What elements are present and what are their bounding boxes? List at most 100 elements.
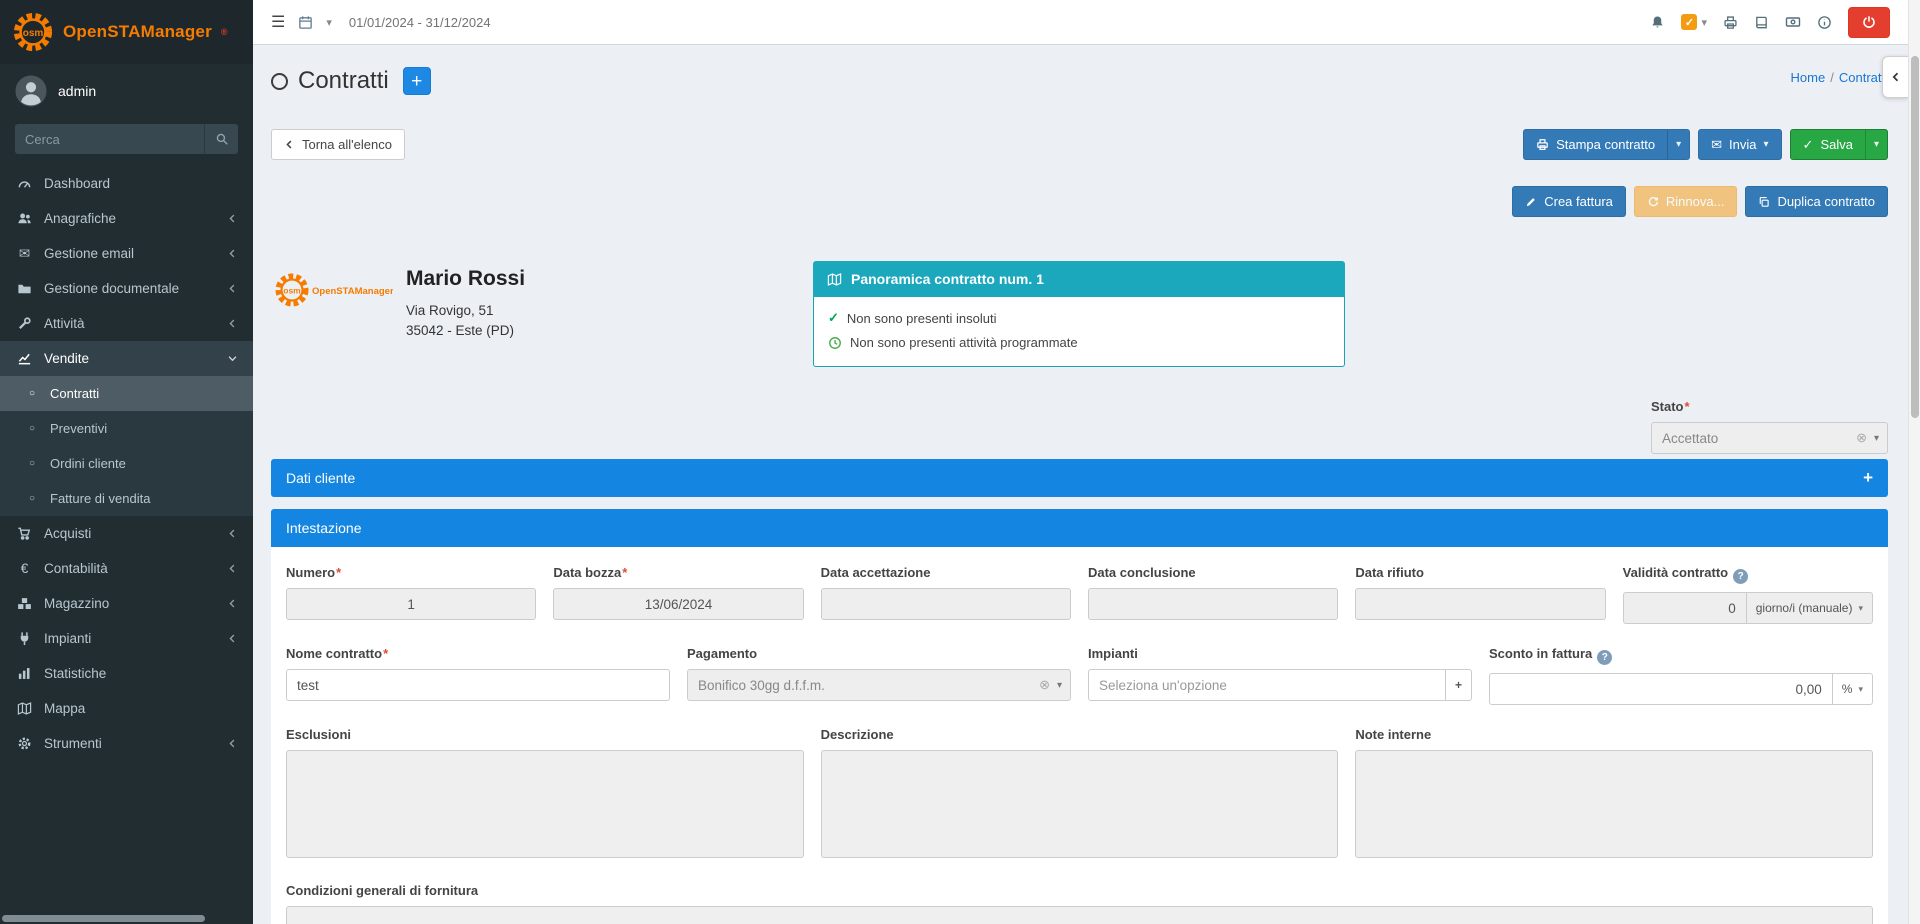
- sidebar-item-impianti[interactable]: Impianti: [0, 621, 253, 656]
- widgets-collapse-tab[interactable]: [1882, 56, 1908, 98]
- tasks-dropdown[interactable]: ✓ ▾: [1681, 14, 1707, 30]
- section-intestazione-panel: Intestazione Numero* Data bozza* Data ac…: [271, 509, 1888, 924]
- renew-button-label: Rinnova...: [1665, 194, 1725, 209]
- sidebar-item-label: Contabilità: [44, 561, 108, 576]
- data-rifiuto-input[interactable]: [1355, 588, 1606, 620]
- condizioni-textarea[interactable]: [286, 906, 1873, 924]
- validita-unit-select[interactable]: giorno/i (manuale) ▾: [1746, 592, 1873, 624]
- clear-selection-icon[interactable]: ⊗: [1039, 677, 1050, 692]
- bell-icon[interactable]: [1650, 15, 1665, 30]
- printer-icon[interactable]: [1723, 15, 1738, 30]
- section-dati-cliente[interactable]: Dati cliente +: [271, 459, 1888, 497]
- sidebar-item-anagrafiche[interactable]: Anagrafiche: [0, 201, 253, 236]
- sidebar-item-magazzino[interactable]: Magazzino: [0, 586, 253, 621]
- info-icon[interactable]: [1817, 15, 1832, 30]
- renew-button[interactable]: Rinnova...: [1633, 186, 1738, 217]
- search-input[interactable]: [15, 124, 204, 154]
- data-bozza-label: Data bozza*: [553, 565, 628, 580]
- field-condizioni-generali: Condizioni generali di fornitura: [286, 883, 1873, 924]
- validita-input[interactable]: [1622, 592, 1747, 624]
- breadcrumb-home-link[interactable]: Home: [1790, 70, 1826, 85]
- help-tooltip-icon[interactable]: ?: [1597, 650, 1613, 665]
- sidebar-item-strumenti[interactable]: Strumenti: [0, 726, 253, 761]
- impianti-label: Impianti: [1088, 646, 1138, 661]
- required-asterisk: *: [383, 646, 389, 661]
- condizioni-label: Condizioni generali di fornitura: [286, 883, 479, 898]
- clear-selection-icon[interactable]: ⊗: [1856, 430, 1867, 445]
- save-dropdown-toggle[interactable]: ▾: [1864, 129, 1888, 160]
- breadcrumb-current-link[interactable]: Contratti: [1838, 70, 1888, 85]
- duplicate-button-label: Duplica contratto: [1777, 194, 1875, 209]
- logout-power-button[interactable]: [1848, 6, 1890, 38]
- print-dropdown-toggle[interactable]: ▾: [1667, 129, 1691, 160]
- sidebar-item-label: Magazzino: [44, 596, 110, 611]
- client-company-logo: osm OpenSTAManager: [273, 269, 393, 311]
- print-contract-button[interactable]: Stampa contratto: [1523, 129, 1669, 160]
- sidebar-item-label: Strumenti: [44, 736, 102, 751]
- send-button[interactable]: ✉ Invia ▾: [1698, 129, 1782, 160]
- hamburger-menu-icon[interactable]: ☰: [271, 14, 286, 31]
- page-scrollbar-thumb[interactable]: [1911, 56, 1919, 418]
- sidebar-item-mappa[interactable]: Mappa: [0, 691, 253, 726]
- save-button[interactable]: ✓ Salva: [1789, 129, 1866, 160]
- create-invoice-label: Crea fattura: [1544, 194, 1613, 209]
- top-navbar: ☰ ▾ 01/01/2024 - 31/12/2024 ✓ ▾: [253, 0, 1920, 45]
- date-range-filter[interactable]: 01/01/2024 - 31/12/2024: [348, 14, 491, 30]
- copy-icon: [1758, 196, 1770, 208]
- impianti-select-input[interactable]: [1088, 669, 1446, 701]
- money-icon[interactable]: [1785, 14, 1801, 30]
- field-numero: Numero*: [286, 565, 537, 624]
- chevron-left-icon: [227, 563, 238, 574]
- sidebar-item-label: Statistiche: [44, 666, 107, 681]
- calendar-icon[interactable]: [298, 15, 313, 30]
- navbar-right: ✓ ▾: [1650, 6, 1906, 38]
- help-tooltip-icon[interactable]: ?: [1733, 569, 1749, 584]
- sidebar-item-acquisti[interactable]: Acquisti: [0, 516, 253, 551]
- data-accettazione-input[interactable]: [820, 588, 1071, 620]
- sidebar-item-vendite[interactable]: Vendite: [0, 341, 253, 376]
- sidebar-item-fatture-di-vendita[interactable]: ○ Fatture di vendita: [0, 481, 253, 516]
- numero-label: Numero*: [286, 565, 342, 580]
- sconto-unit-select[interactable]: % ▾: [1832, 673, 1873, 705]
- sidebar-item-label: Fatture di vendita: [50, 491, 151, 506]
- sidebar-item-contabilita[interactable]: € Contabilità: [0, 551, 253, 586]
- sidebar-item-gestione-documentale[interactable]: Gestione documentale: [0, 271, 253, 306]
- field-descrizione: Descrizione: [820, 727, 1339, 861]
- esclusioni-textarea[interactable]: [286, 750, 804, 858]
- create-invoice-button[interactable]: Crea fattura: [1512, 186, 1626, 217]
- pagamento-select[interactable]: Bonifico 30gg d.f.f.m. ⊗ ▾: [687, 669, 1071, 701]
- print-button-label: Stampa contratto: [1556, 137, 1656, 152]
- note-interne-textarea[interactable]: [1355, 750, 1873, 858]
- sidebar-item-label: Dashboard: [44, 176, 111, 191]
- numero-input[interactable]: [286, 588, 537, 620]
- nome-contratto-input[interactable]: [286, 669, 670, 701]
- sidebar-item-contratti[interactable]: ○ Contratti: [0, 376, 253, 411]
- sconto-input[interactable]: [1489, 673, 1833, 705]
- sidebar-item-ordini-cliente[interactable]: ○ Ordini cliente: [0, 446, 253, 481]
- data-conclusione-input[interactable]: [1087, 588, 1339, 620]
- envelope-icon: ✉: [18, 245, 31, 261]
- section-intestazione-title: Intestazione: [286, 520, 362, 536]
- descrizione-textarea[interactable]: [820, 750, 1339, 858]
- section-intestazione[interactable]: Intestazione: [271, 509, 1888, 547]
- duplicate-contract-button[interactable]: Duplica contratto: [1745, 186, 1888, 217]
- sidebar-item-statistiche[interactable]: Statistiche: [0, 656, 253, 691]
- book-icon[interactable]: [1754, 15, 1769, 30]
- sidebar-item-preventivi[interactable]: ○ Preventivi: [0, 411, 253, 446]
- sidebar-item-attivita[interactable]: Attività: [0, 306, 253, 341]
- client-section: osm OpenSTAManager Mario Rossi Via Rovig…: [271, 261, 1888, 459]
- chevron-left-icon: [227, 633, 238, 644]
- add-impianto-button[interactable]: +: [1445, 669, 1472, 701]
- sidebar-horizontal-scrollbar[interactable]: [2, 915, 205, 922]
- status-select[interactable]: Accettato ⊗ ▾: [1651, 422, 1888, 454]
- search-button[interactable]: [204, 124, 238, 154]
- status-select-value: Accettato: [1662, 430, 1719, 446]
- chevron-left-icon: [227, 528, 238, 539]
- back-to-list-button[interactable]: Torna all'elenco: [271, 129, 405, 160]
- sidebar-item-gestione-email[interactable]: ✉ Gestione email: [0, 236, 253, 271]
- sidebar-item-dashboard[interactable]: Dashboard: [0, 166, 253, 201]
- add-record-button[interactable]: +: [402, 67, 431, 95]
- username: admin: [58, 83, 97, 99]
- send-button-label: Invia: [1729, 137, 1757, 152]
- data-bozza-input[interactable]: [553, 588, 804, 620]
